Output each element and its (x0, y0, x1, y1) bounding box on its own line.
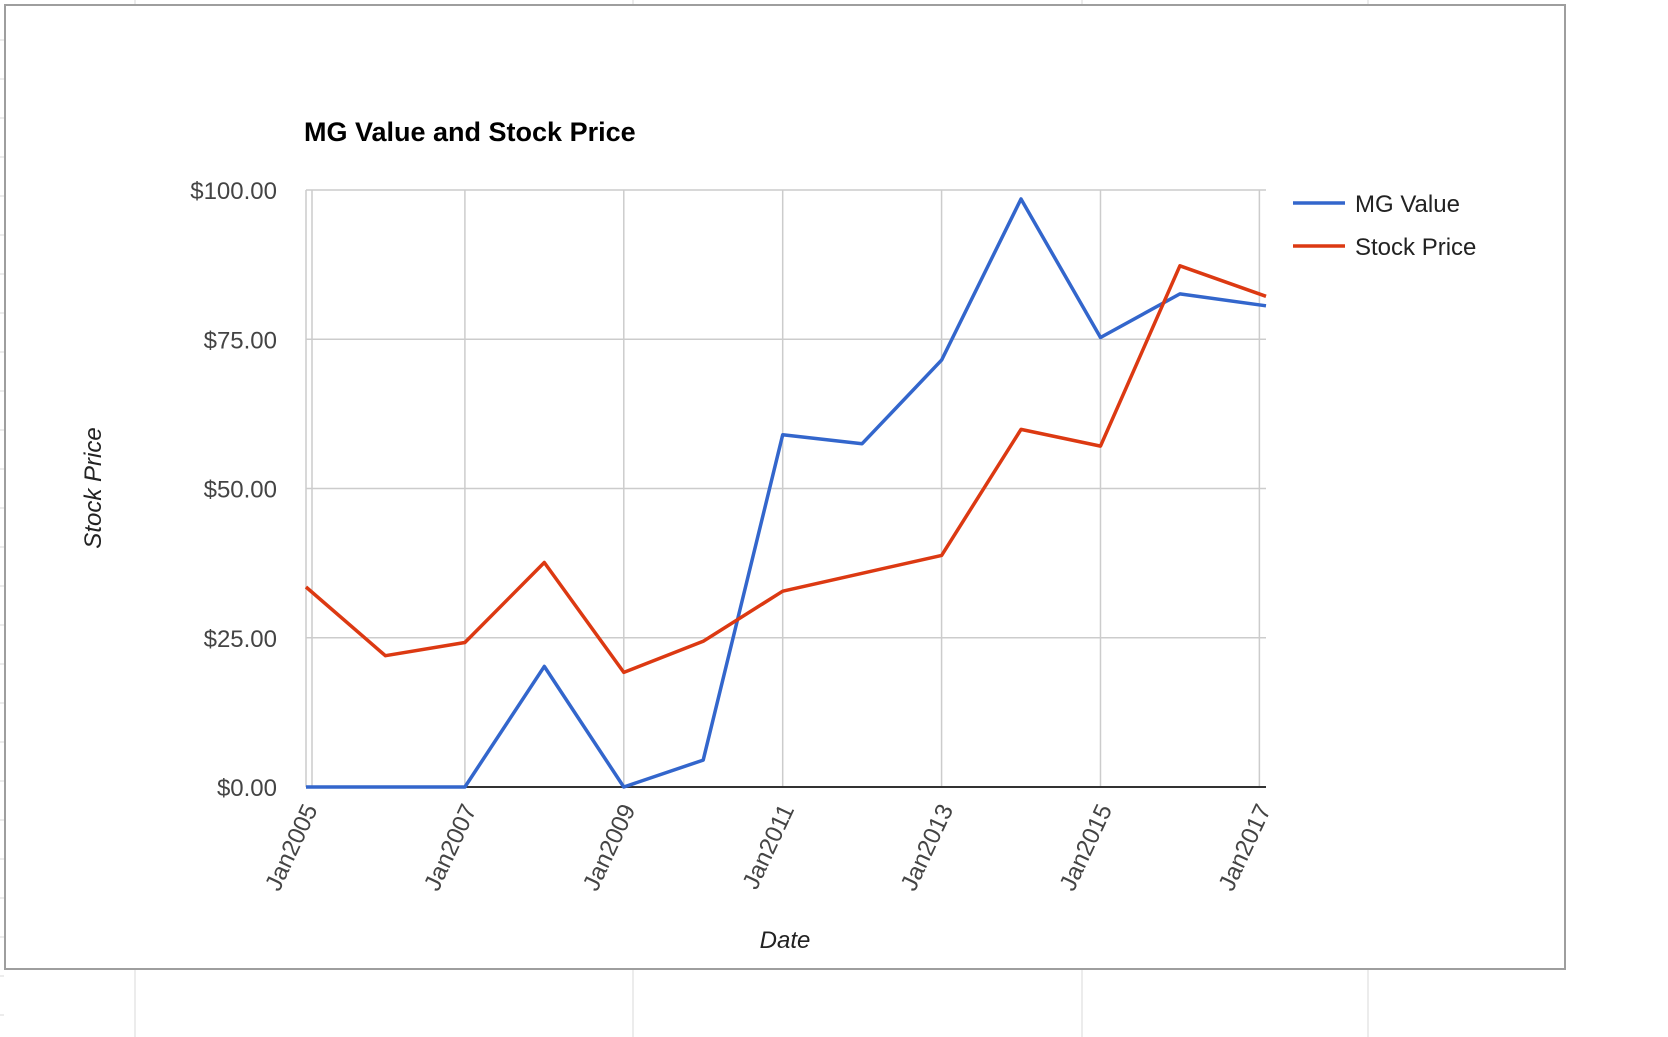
spreadsheet-background-lines (0, 0, 1369, 1037)
series-line-stock-price (304, 264, 1267, 675)
gridlines (305, 189, 1266, 787)
x-axis-ticks: Jan2005 Jan2007 Jan2009 Jan2011 Jan2013 Jan20… (260, 800, 1277, 895)
x-tick-label: Jan2005 (260, 800, 323, 895)
legend: MG Value Stock Price (1293, 191, 1476, 261)
y-tick-label: $25.00 (204, 626, 277, 653)
x-tick-label: Jan2011 (737, 800, 800, 893)
y-tick-label: $75.00 (204, 327, 277, 354)
series-lines (304, 197, 1267, 789)
series-line-mg-value (306, 197, 1267, 789)
legend-label: Stock Price (1355, 234, 1476, 261)
x-tick-label: Jan2015 (1055, 800, 1118, 895)
legend-label: MG Value (1355, 191, 1460, 218)
y-tick-label: $50.00 (204, 477, 277, 504)
x-tick-label: Jan2007 (419, 800, 482, 895)
chart-frame (4, 4, 1566, 970)
chart-title: MG Value and Stock Price (304, 117, 636, 147)
y-tick-label: $0.00 (217, 775, 277, 802)
y-tick-label: $100.00 (190, 178, 277, 205)
y-axis-ticks: $0.00 $25.00 $50.00 $75.00 $100.00 (190, 178, 277, 802)
y-axis-label: Stock Price (80, 427, 107, 548)
x-axis-label: Date (760, 927, 811, 954)
x-tick-label: Jan2009 (578, 800, 641, 895)
x-tick-label: Jan2013 (896, 800, 959, 895)
x-tick-label: Jan2017 (1213, 800, 1276, 895)
